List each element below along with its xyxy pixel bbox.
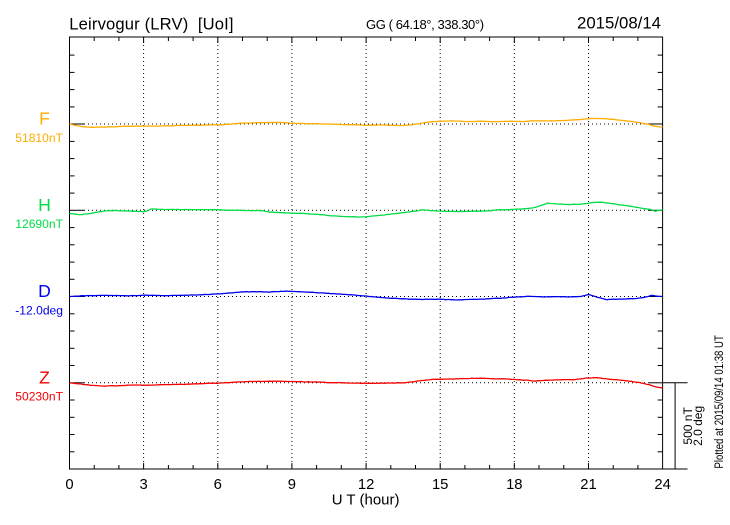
svg-text:Z: Z (39, 367, 50, 387)
svg-text:2.0 deg: 2.0 deg (691, 406, 705, 446)
svg-text:500 nT: 500 nT (681, 407, 695, 445)
svg-text:24: 24 (654, 477, 670, 493)
svg-text:51810nT: 51810nT (15, 131, 63, 145)
svg-text:12690nT: 12690nT (15, 217, 63, 231)
svg-text:2015/08/14: 2015/08/14 (577, 13, 661, 32)
svg-text:15: 15 (432, 477, 448, 493)
svg-text:18: 18 (506, 477, 522, 493)
svg-text:21: 21 (580, 477, 596, 493)
svg-text:D: D (38, 281, 51, 301)
svg-text:-12.0deg: -12.0deg (15, 303, 63, 317)
svg-text:F: F (39, 109, 50, 129)
svg-text:12: 12 (358, 477, 374, 493)
svg-text:U T (hour): U T (hour) (332, 492, 400, 509)
svg-text:0: 0 (65, 477, 73, 493)
svg-text:H: H (38, 195, 51, 215)
svg-text:GG ( 64.18°, 338.30°): GG ( 64.18°, 338.30°) (366, 17, 484, 32)
svg-text:3: 3 (139, 477, 147, 493)
svg-text:Leirvogur (LRV) [UoI]: Leirvogur (LRV) [UoI] (69, 14, 233, 33)
svg-text:6: 6 (214, 477, 222, 493)
svg-text:50230nT: 50230nT (15, 390, 63, 404)
svg-text:9: 9 (288, 477, 296, 493)
svg-text:Plotted at 2015/09/14 01:38 UT: Plotted at 2015/09/14 01:38 UT (713, 335, 726, 469)
